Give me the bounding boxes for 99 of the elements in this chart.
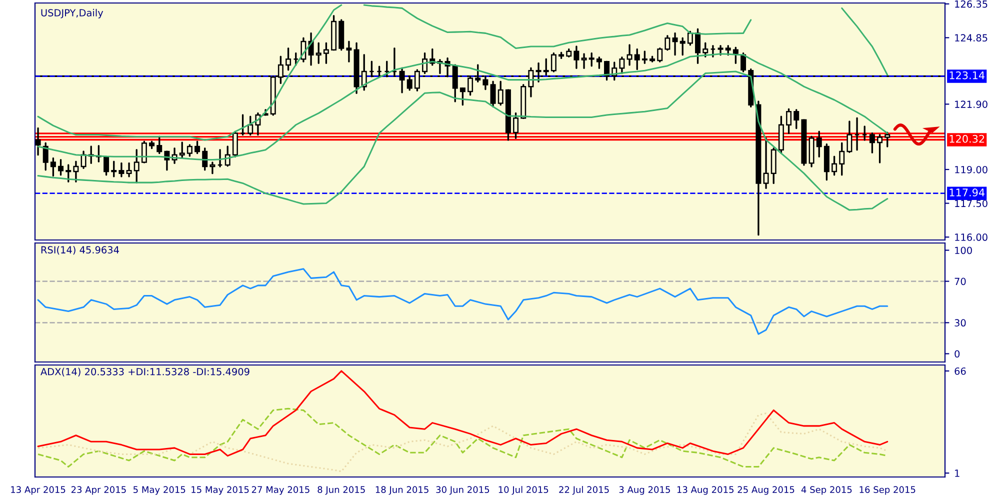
candlestick [596, 56, 602, 69]
x-tick-label: 10 Jul 2015 [498, 486, 548, 495]
x-tick-label: 25 Aug 2015 [738, 486, 794, 495]
candlestick [794, 108, 800, 130]
candlestick [725, 44, 731, 56]
y-tick-label: 0 [954, 350, 960, 358]
x-tick-label: 18 Jun 2015 [376, 486, 428, 495]
candlestick [118, 162, 124, 178]
candlestick [73, 160, 79, 182]
candlestick [104, 156, 110, 176]
candlestick [194, 140, 200, 154]
chart-title: ADX(14) 20.5333 +DI:11.5328 -DI:15.4909 [40, 368, 250, 376]
candlestick [550, 52, 556, 72]
candlestick [869, 132, 875, 154]
y-tick-label: 121.90 [955, 100, 988, 108]
candlestick [763, 137, 769, 190]
candlestick [399, 67, 405, 94]
ref-line-label: 120.32 [950, 134, 984, 143]
candlestick [186, 144, 192, 157]
y-tick-label: 1 [955, 470, 960, 477]
candlestick [224, 146, 230, 167]
candlestick [323, 42, 329, 64]
candlestick [687, 30, 693, 46]
x-tick-label: 13 Apr 2015 [11, 486, 66, 495]
line-series [37, 70, 888, 211]
candlestick [179, 142, 185, 160]
candlestick [58, 158, 64, 176]
candlestick [702, 42, 708, 58]
candlestick [664, 35, 670, 51]
candlestick [66, 164, 72, 182]
candlestick [634, 48, 640, 70]
x-tick-label: 27 May 2015 [252, 486, 310, 495]
candlestick [619, 56, 625, 74]
candlestick [832, 156, 838, 176]
candlestick [80, 150, 86, 169]
candlestick [732, 46, 738, 64]
candlestick [846, 120, 852, 153]
candlestick [672, 32, 678, 56]
text: USDJPY,Daily [41, 8, 104, 18]
candlestick [574, 46, 580, 69]
x-tick-label: 16 Sep 2015 [860, 486, 916, 495]
candlestick [42, 142, 48, 171]
candlestick [680, 37, 686, 56]
y-tick-label: 30 [954, 319, 966, 327]
candlestick [513, 112, 519, 140]
candlestick [543, 58, 549, 76]
x-tick-label: 3 Aug 2015 [619, 486, 670, 495]
y-tick-label: 117.50 [955, 200, 988, 208]
candlestick [770, 147, 776, 184]
candlestick [134, 149, 140, 184]
x-tick-label: 22 Jul 2015 [559, 486, 609, 495]
candlestick [460, 87, 466, 106]
ref-line-label: 117.94 [950, 188, 985, 196]
candlestick [202, 147, 208, 171]
x-tick-label: 4 Sep 2015 [801, 486, 852, 495]
candlestick [210, 162, 216, 174]
candlestick [581, 53, 587, 69]
candlestick [695, 28, 701, 64]
y-tick-label: 66 [954, 367, 966, 375]
candlestick [414, 69, 420, 92]
chart-title: RSI(14) 45.9634 [41, 246, 119, 255]
y-tick-label: 126.35 [955, 0, 988, 8]
y-tick-label: 119.00 [955, 166, 988, 174]
x-tick-label: 30 Jun 2015 [436, 486, 490, 495]
y-tick-label: 124.85 [955, 34, 988, 42]
candlestick [490, 80, 496, 108]
x-tick-label: 8 Jun 2015 [318, 486, 365, 495]
candlestick [884, 132, 890, 148]
candlestick [35, 127, 41, 156]
x-tick-label: 15 May 2015 [192, 486, 249, 495]
candlestick [740, 52, 746, 72]
y-tick-label: 70 [954, 278, 966, 286]
candlestick [718, 44, 724, 56]
candlestick [346, 40, 352, 62]
x-tick-label: 5 May 2015 [134, 486, 186, 495]
candlestick [642, 50, 648, 64]
line-series [37, 268, 888, 335]
candlestick [498, 80, 504, 106]
candlestick [786, 108, 792, 134]
candlestick [316, 42, 322, 64]
candlestick [111, 160, 117, 178]
y-tick-label: 100 [955, 246, 972, 254]
candlestick [126, 162, 132, 178]
candlestick [816, 130, 822, 158]
candlestick [156, 136, 162, 154]
ref-line-label: 123.14 [950, 71, 985, 80]
x-tick-label: 23 Apr 2015 [71, 486, 126, 495]
candlestick [286, 47, 292, 71]
y-tick-label: 116.00 [955, 234, 988, 241]
candlestick [839, 142, 845, 176]
candlestick [50, 157, 56, 177]
candlestick [232, 130, 238, 158]
candlestick [877, 134, 883, 164]
candlestick [141, 140, 147, 164]
candlestick [626, 44, 632, 66]
candlestick [657, 47, 663, 62]
candlestick [248, 116, 254, 136]
candlestick [588, 52, 594, 67]
x-tick-label: 13 Aug 2015 [677, 486, 734, 495]
